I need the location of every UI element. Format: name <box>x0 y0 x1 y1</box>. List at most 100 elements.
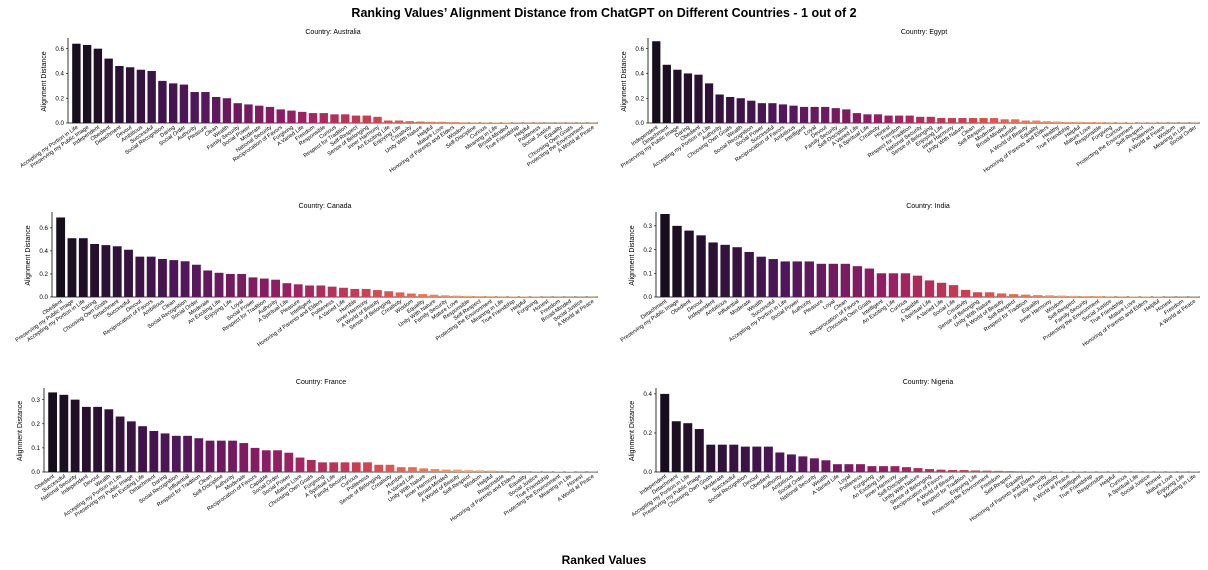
bar <box>694 429 704 472</box>
bar <box>744 251 754 297</box>
bar <box>948 470 958 472</box>
bar <box>884 115 893 123</box>
bar <box>160 433 170 472</box>
bar <box>237 273 247 297</box>
bar <box>543 471 552 472</box>
bar <box>763 446 773 472</box>
bar <box>419 468 429 472</box>
bar <box>228 440 237 472</box>
bar <box>351 115 361 123</box>
bar <box>752 446 762 472</box>
y-tick-label: 0.3 <box>643 223 652 230</box>
bar <box>804 261 814 297</box>
bar <box>351 462 361 472</box>
bar <box>736 98 745 123</box>
bar <box>276 109 285 123</box>
bar <box>81 406 91 472</box>
bar <box>361 288 371 297</box>
bar <box>842 109 851 123</box>
bar <box>125 67 135 123</box>
bar <box>1106 122 1115 123</box>
bar <box>101 245 111 297</box>
bar <box>430 469 440 472</box>
bar <box>937 118 946 123</box>
bar <box>48 392 58 472</box>
bar <box>59 394 69 472</box>
bar <box>694 74 703 123</box>
bar <box>470 122 479 123</box>
bar <box>1093 296 1103 297</box>
y-tick-label: 0.6 <box>55 46 64 53</box>
bar <box>329 462 339 472</box>
bar <box>775 452 785 472</box>
bar <box>912 275 923 297</box>
bar <box>115 416 125 472</box>
bar <box>480 122 490 123</box>
y-axis-label: Alignment Distance <box>17 401 24 461</box>
bar <box>852 266 863 297</box>
bar <box>660 214 670 297</box>
bar <box>894 115 904 123</box>
bar <box>287 110 296 123</box>
bar <box>508 296 518 297</box>
bar <box>901 467 911 472</box>
bar <box>147 70 156 123</box>
bar <box>158 80 167 123</box>
bar <box>876 273 887 297</box>
bar <box>925 469 934 472</box>
bar <box>740 446 750 472</box>
bar <box>1074 121 1083 123</box>
bar <box>936 469 946 472</box>
bar <box>459 122 468 123</box>
bar <box>363 462 372 472</box>
bar <box>1117 296 1127 297</box>
bar <box>405 121 414 123</box>
bar <box>867 466 877 472</box>
bar <box>408 467 417 472</box>
bar <box>211 96 221 123</box>
bar <box>373 116 382 123</box>
bar <box>1042 121 1052 123</box>
bar <box>191 264 201 297</box>
bar <box>168 83 178 123</box>
y-tick-label: 0.4 <box>643 391 652 398</box>
y-axis-label: Alignment Distance <box>629 225 636 285</box>
bar <box>306 459 316 472</box>
bar <box>194 438 204 472</box>
bar <box>979 118 988 123</box>
bar <box>82 44 92 123</box>
bar <box>418 294 428 297</box>
bar <box>873 114 883 123</box>
bar <box>756 256 766 297</box>
bar <box>726 96 735 123</box>
bar <box>982 470 992 472</box>
bar <box>146 256 156 297</box>
bar <box>190 92 199 123</box>
bar <box>696 235 706 297</box>
bar <box>768 103 777 123</box>
y-tick-label: 0.0 <box>643 294 652 301</box>
bar <box>385 464 395 472</box>
bar <box>671 421 681 472</box>
bar <box>890 466 900 472</box>
y-tick-label: 0.4 <box>55 71 64 78</box>
bar <box>968 118 978 123</box>
bar <box>250 447 260 472</box>
bar <box>662 64 671 123</box>
bar <box>757 103 766 123</box>
bar <box>362 115 371 123</box>
bar <box>308 113 318 123</box>
x-tick-label: Preserving my Public Image <box>30 125 90 170</box>
bar <box>295 457 305 472</box>
y-axis-label: Alignment Distance <box>25 225 32 285</box>
bar <box>135 256 145 297</box>
bar <box>660 393 670 472</box>
bar <box>1020 294 1031 297</box>
bar <box>169 260 179 297</box>
bar <box>179 84 189 123</box>
bar <box>104 409 114 472</box>
bar <box>384 120 393 123</box>
bar <box>531 471 541 472</box>
bar <box>509 471 519 472</box>
bar <box>990 118 999 123</box>
